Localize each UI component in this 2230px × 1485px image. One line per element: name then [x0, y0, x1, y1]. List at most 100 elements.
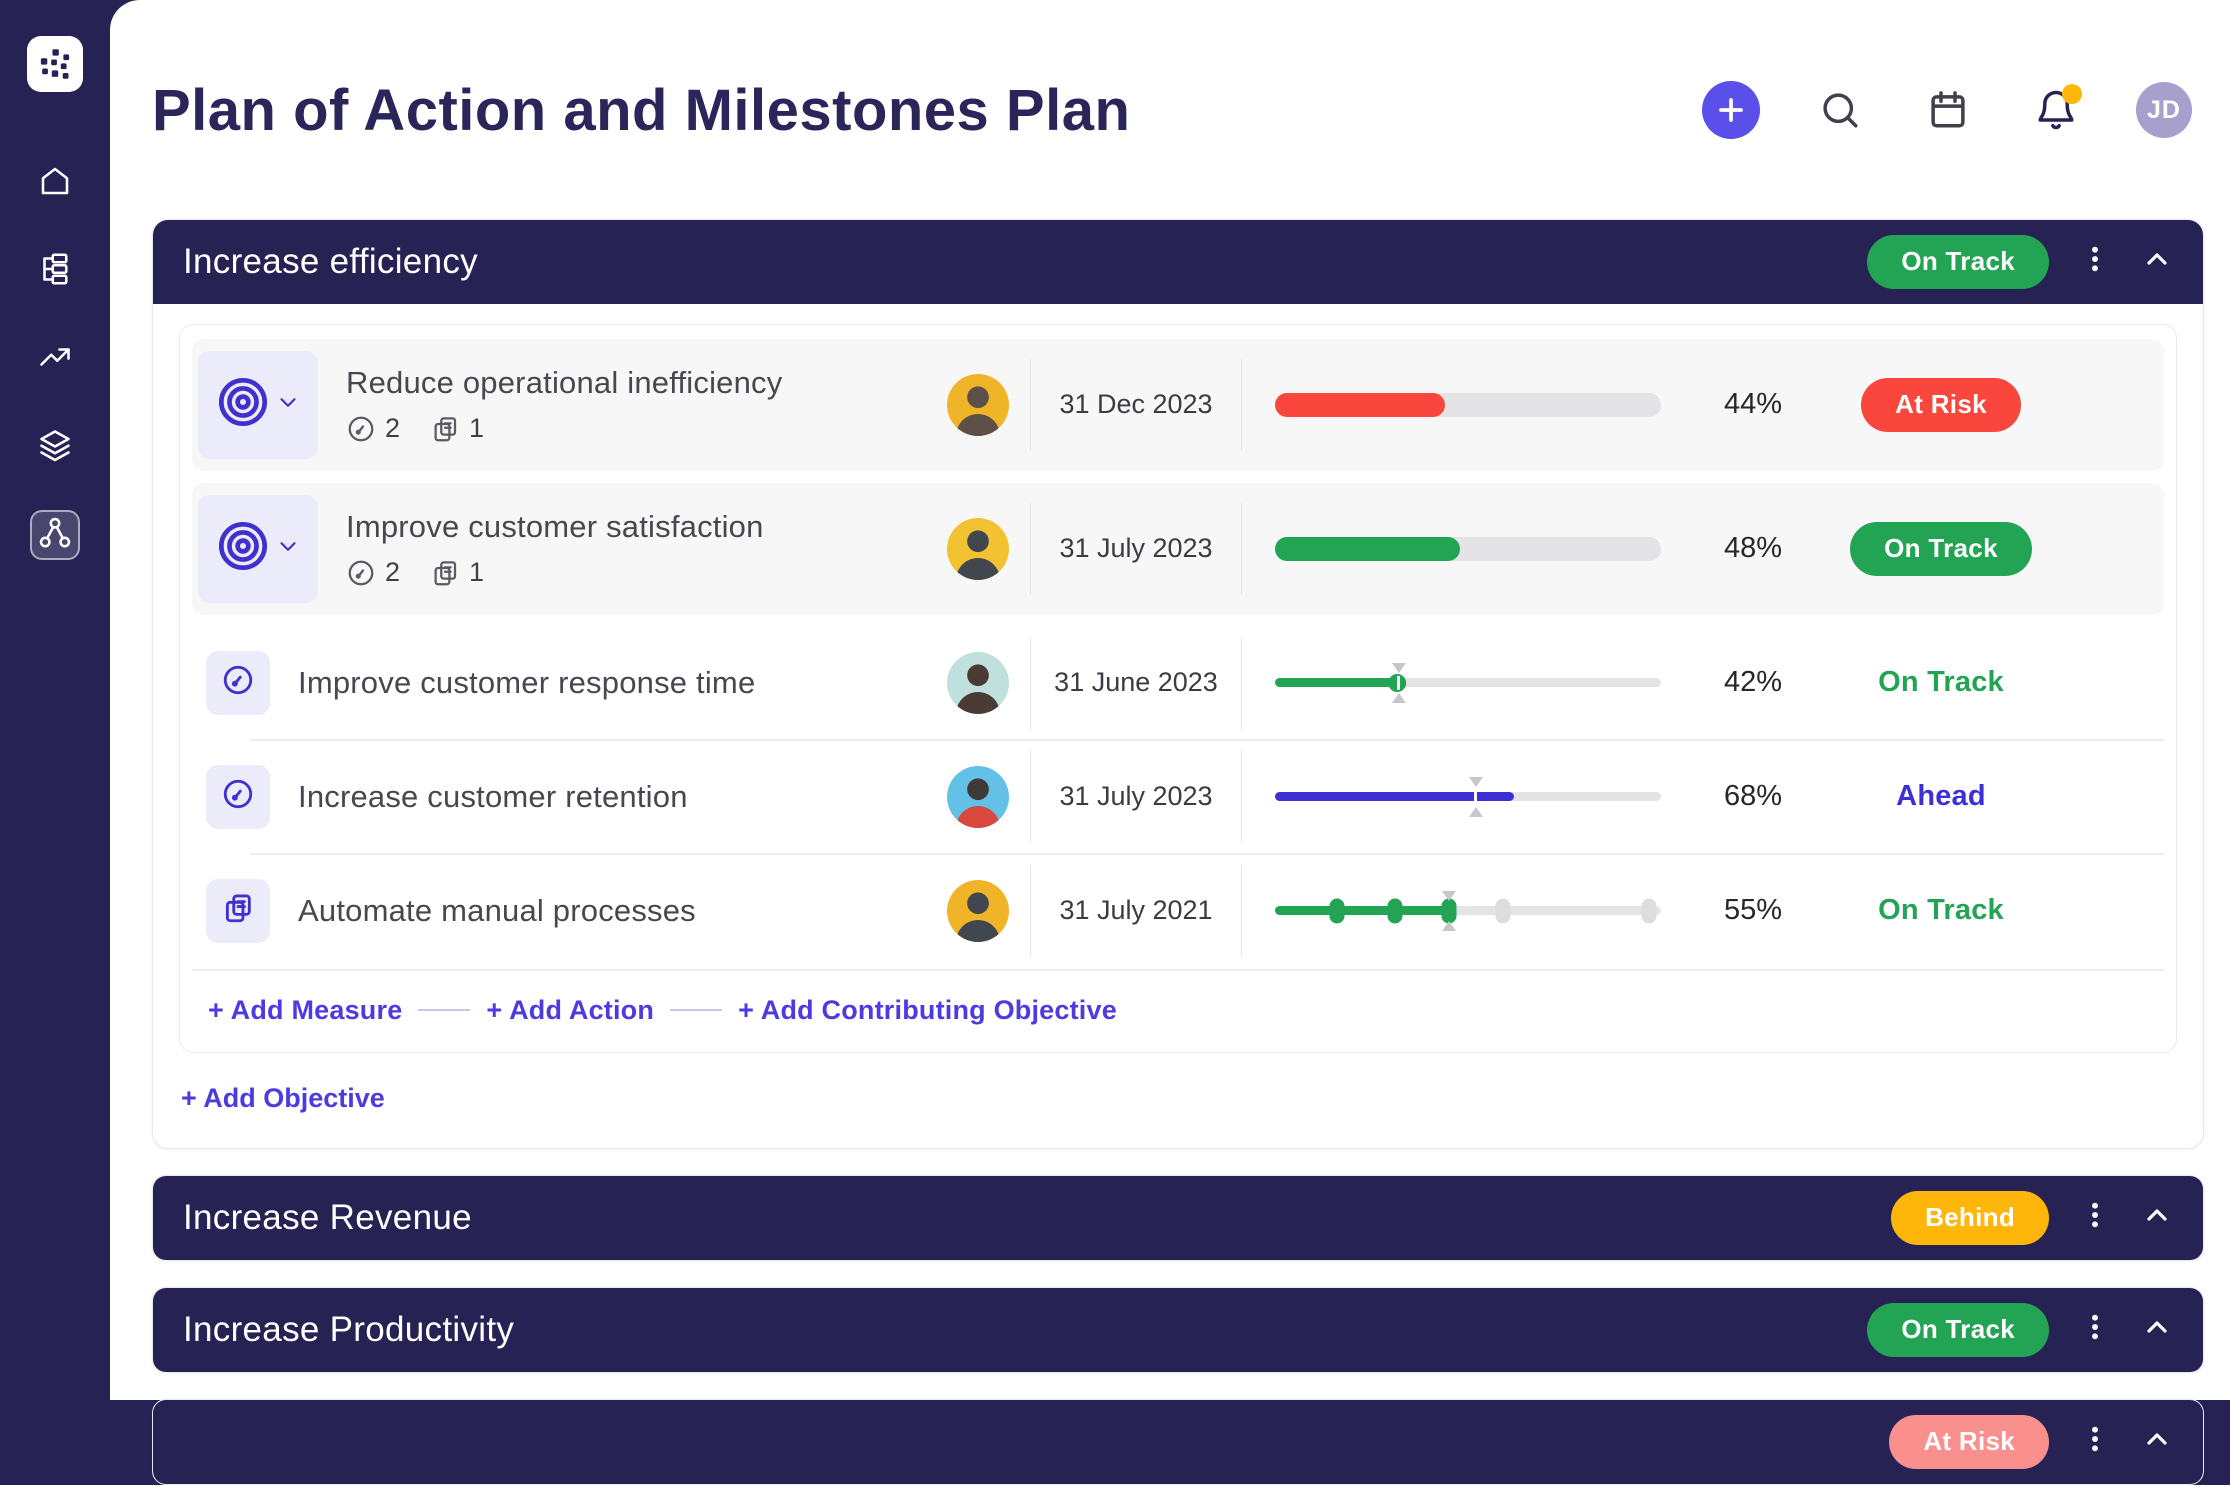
notifications-button[interactable] — [2028, 82, 2084, 138]
status-text: On Track — [1878, 666, 2004, 699]
add-button[interactable] — [1702, 81, 1760, 140]
collapse-chevron-icon[interactable] — [2141, 1199, 2173, 1236]
status-badge: At Risk — [1889, 1414, 2049, 1469]
milestone-progress — [1242, 890, 1694, 931]
progress-percent: 48% — [1723, 532, 1783, 565]
gauge-icon — [348, 560, 374, 586]
objective-section-collapsed: Increase Productivity On Track — [152, 1286, 2204, 1373]
milestone-dot[interactable] — [1387, 898, 1403, 924]
row-title[interactable]: Increase customer retention — [298, 778, 688, 814]
bell-icon — [2038, 91, 2074, 130]
section-header[interactable]: Increase Revenue Behind — [153, 1175, 2203, 1260]
sidebar-item-reports[interactable] — [30, 334, 80, 384]
kebab-menu-icon[interactable] — [2079, 1311, 2111, 1348]
collapse-chevron-icon[interactable] — [2141, 1423, 2173, 1460]
action-row[interactable]: Automate manual processes 31 July 2021 — [192, 855, 2164, 967]
row-divider — [250, 852, 2164, 855]
measure-icon-box — [206, 764, 270, 829]
add-objective-link[interactable]: + Add Objective — [181, 1082, 385, 1113]
search-icon — [1823, 93, 1858, 128]
home-icon — [37, 163, 73, 204]
sidebar-item-layers[interactable] — [30, 422, 80, 472]
status-text: On Track — [1878, 894, 2004, 927]
org-network-icon — [37, 515, 73, 556]
due-date: 31 Dec 2023 — [1030, 358, 1242, 451]
actions-count: 1 — [430, 557, 484, 588]
row-title[interactable]: Improve customer satisfaction — [346, 509, 764, 545]
row-title[interactable]: Automate manual processes — [298, 892, 696, 928]
objective-section-collapsed: Increase Revenue Behind — [152, 1174, 2204, 1261]
objective-section: Increase efficiency On Track — [152, 218, 2204, 1149]
progress-percent: 44% — [1723, 388, 1783, 421]
target-icon — [215, 374, 271, 435]
owner-avatar — [947, 373, 1009, 436]
status-badge: Behind — [1891, 1190, 2049, 1245]
actions-count: 1 — [430, 413, 484, 444]
section-header[interactable]: At Risk — [153, 1399, 2203, 1484]
row-divider — [250, 738, 2164, 741]
gauge-icon — [221, 777, 255, 816]
search-button[interactable] — [1812, 82, 1868, 138]
calendar-button[interactable] — [1920, 82, 1976, 138]
topbar: Plan of Action and Milestones Plan — [152, 0, 2204, 183]
page-title: Plan of Action and Milestones Plan — [152, 77, 1131, 143]
sidebar-item-plans[interactable] — [30, 246, 80, 296]
section-title: Increase Revenue — [183, 1197, 472, 1237]
documents-icon — [434, 560, 457, 586]
milestone-dot[interactable] — [1441, 898, 1457, 924]
row-title[interactable]: Reduce operational inefficiency — [346, 365, 783, 401]
milestone-dot[interactable] — [1495, 898, 1511, 924]
measures-count: 2 — [346, 557, 400, 588]
gauge-icon — [221, 663, 255, 702]
sidebar-item-alignment[interactable] — [30, 510, 80, 560]
objective-row[interactable]: Improve customer satisfaction 2 1 — [192, 482, 2164, 615]
status-badge: On Track — [1867, 1302, 2049, 1357]
progress-bar — [1242, 392, 1694, 417]
link-connector — [418, 1009, 471, 1012]
notification-badge — [2062, 84, 2082, 105]
progress-percent: 68% — [1723, 780, 1783, 813]
layers-icon — [37, 427, 73, 468]
objective-expand-control[interactable] — [198, 494, 318, 603]
milestone-dot[interactable] — [1329, 898, 1345, 924]
target-icon — [215, 518, 271, 579]
section-header[interactable]: Increase Productivity On Track — [153, 1287, 2203, 1372]
sidebar-item-home[interactable] — [30, 158, 80, 208]
rows-panel: Reduce operational inefficiency 2 1 — [179, 323, 2177, 1053]
progress-bar — [1242, 536, 1694, 561]
section-title: Increase efficiency — [183, 241, 478, 281]
owner-avatar — [947, 651, 1009, 714]
measure-row[interactable]: Increase customer retention 31 July 2023 — [192, 741, 2164, 853]
documents-icon — [221, 891, 255, 930]
due-date: 31 July 2023 — [1030, 750, 1242, 843]
kebab-menu-icon[interactable] — [2079, 1199, 2111, 1236]
owner-avatar — [947, 879, 1009, 942]
kebab-menu-icon[interactable] — [2079, 1423, 2111, 1460]
sidebar — [0, 0, 110, 1400]
kebab-menu-icon[interactable] — [2079, 243, 2111, 280]
status-badge: At Risk — [1861, 377, 2021, 432]
calendar-icon — [1931, 91, 1965, 128]
user-avatar[interactable]: JD — [2136, 82, 2192, 139]
add-measure-link[interactable]: + Add Measure — [208, 994, 403, 1025]
action-icon-box — [206, 878, 270, 943]
progress-percent: 42% — [1723, 666, 1783, 699]
collapse-chevron-icon[interactable] — [2141, 1311, 2173, 1348]
gauge-icon — [348, 416, 374, 442]
add-contributing-objective-link[interactable]: + Add Contributing Objective — [738, 994, 1117, 1025]
measures-count: 2 — [346, 413, 400, 444]
objective-row[interactable]: Reduce operational inefficiency 2 1 — [192, 338, 2164, 471]
collapse-chevron-icon[interactable] — [2141, 243, 2173, 280]
measure-row[interactable]: Improve customer response time 31 June 2… — [192, 627, 2164, 739]
milestone-dot[interactable] — [1641, 898, 1657, 924]
add-action-link[interactable]: + Add Action — [486, 994, 655, 1025]
section-header[interactable]: Increase efficiency On Track — [153, 219, 2203, 304]
row-title[interactable]: Improve customer response time — [298, 664, 756, 700]
section-title: Increase Productivity — [183, 1309, 515, 1349]
status-text: Ahead — [1896, 780, 1986, 813]
owner-avatar — [947, 765, 1009, 828]
link-connector — [670, 1009, 723, 1012]
app-logo-icon[interactable] — [27, 36, 83, 92]
objective-expand-control[interactable] — [198, 350, 318, 459]
chevron-down-icon — [275, 389, 301, 420]
